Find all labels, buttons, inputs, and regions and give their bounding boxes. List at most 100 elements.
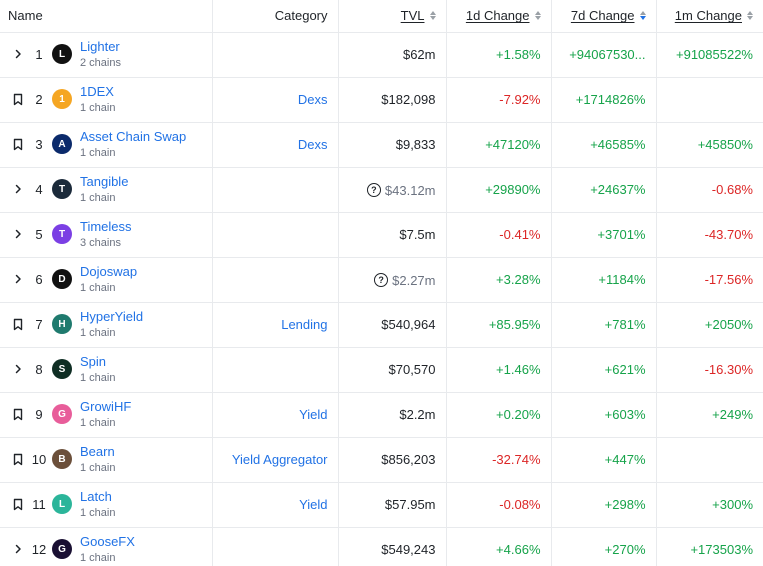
change-1d-value: -0.08% [499, 497, 541, 512]
protocol-name-link[interactable]: Lighter [80, 39, 120, 55]
change-1d-cell: +85.95% [446, 302, 552, 348]
bookmark-icon[interactable] [8, 494, 28, 514]
change-1m-value: -0.68% [711, 182, 753, 197]
rank: 5 [35, 226, 43, 242]
change-7d-value: +447% [604, 452, 646, 467]
category-cell: Lending [212, 302, 339, 348]
protocol-logo-icon: B [52, 449, 72, 470]
name-cell: 7 H HyperYield 1 chain [0, 302, 213, 348]
change-1m-cell: -17.56% [656, 257, 763, 303]
tvl-value: $62m [402, 47, 436, 62]
category-link[interactable]: Lending [281, 317, 328, 332]
table-row[interactable]: 10 B Bearn 1 chain Yield Aggregator $856,203 -… [0, 437, 763, 483]
header-7d-change[interactable]: 7d Change [551, 0, 657, 33]
tvl-cell: $7.5m [338, 212, 447, 258]
name-cell: 3 A Asset Chain Swap 1 chain [0, 122, 213, 168]
category-cell [212, 212, 339, 258]
name-cell: 5 T Timeless 3 chains [0, 212, 213, 258]
change-7d-cell: +46585% [551, 122, 657, 168]
rank: 9 [35, 406, 43, 422]
change-1d-value: +4.66% [496, 542, 541, 557]
change-1m-cell: +2050% [656, 302, 763, 348]
change-1m-cell: -16.30% [656, 347, 763, 393]
header-tvl[interactable]: TVL [338, 0, 447, 33]
protocol-name-link[interactable]: Latch [80, 489, 112, 505]
table-row[interactable]: 8 S Spin 1 chain $70,570 +1.46% +621% -16.30% [0, 347, 763, 393]
protocol-name-link[interactable]: Dojoswap [80, 264, 138, 280]
tvl-value: $540,964 [381, 317, 436, 332]
change-7d-cell: +781% [551, 302, 657, 348]
bookmark-icon[interactable] [8, 404, 28, 424]
tvl-cell: $70,570 [338, 347, 447, 393]
header-name[interactable]: Name [0, 0, 213, 33]
chevron-right-icon[interactable] [8, 44, 28, 64]
chevron-right-icon[interactable] [8, 539, 28, 559]
table-row[interactable]: 2 1 1DEX 1 chain Dexs $182,098 -7.92% +1714826% [0, 77, 763, 123]
tvl-cell: $9,833 [338, 122, 447, 168]
tvl-value: $43.12m [384, 182, 436, 198]
table-row[interactable]: 12 G GooseFX 1 chain $549,243 +4.66% +270% +173… [0, 527, 763, 566]
question-icon[interactable]: ? [366, 183, 381, 198]
change-1m-value: -17.56% [704, 272, 753, 287]
table-row[interactable]: 3 A Asset Chain Swap 1 chain Dexs $9,833 +4712… [0, 122, 763, 168]
tvl-cell: $182,098 [338, 77, 447, 123]
change-7d-value: +298% [604, 497, 646, 512]
protocol-name-link[interactable]: Timeless [80, 219, 132, 235]
category-cell: Dexs [212, 77, 339, 123]
change-1d-value: -7.92% [499, 92, 541, 107]
change-7d-value: +1184% [598, 272, 646, 287]
table-row[interactable]: 9 G GrowiHF 1 chain Yield $2.2m +0.20% +603% +24… [0, 392, 763, 438]
table-row[interactable]: 4 T Tangible 1 chain? $43.12m +29890% +24637% -… [0, 167, 763, 213]
protocol-name-link[interactable]: 1DEX [80, 84, 114, 100]
chain-count: 3 chains [80, 236, 121, 249]
category-cell: Yield [212, 392, 339, 438]
header-category[interactable]: Category [212, 0, 339, 33]
change-1d-cell: +29890% [446, 167, 552, 213]
chevron-right-icon[interactable] [8, 179, 28, 199]
chevron-right-icon[interactable] [8, 269, 28, 289]
category-link[interactable]: Dexs [297, 137, 328, 152]
bookmark-icon[interactable] [8, 314, 28, 334]
protocol-logo-icon: 1 [52, 89, 72, 110]
category-link[interactable]: Yield [299, 407, 328, 422]
bookmark-icon[interactable] [8, 89, 28, 109]
category-link[interactable]: Yield Aggregator [231, 452, 328, 467]
category-link[interactable]: Dexs [297, 92, 328, 107]
chain-count: 1 chain [80, 326, 116, 339]
protocol-logo-icon: L [52, 44, 72, 65]
bookmark-icon[interactable] [8, 134, 28, 154]
chevron-right-icon[interactable] [8, 359, 28, 379]
table-row[interactable]: 1 L Lighter 2 chains $62m +1.58% +94067530... +… [0, 32, 763, 78]
protocol-name-link[interactable]: GrowiHF [80, 399, 132, 415]
rank: 11 [32, 496, 46, 512]
protocol-name-link[interactable]: GooseFX [80, 534, 135, 550]
chevron-right-icon[interactable] [8, 224, 28, 244]
protocol-name-link[interactable]: Tangible [80, 174, 129, 190]
protocol-name-link[interactable]: Bearn [80, 444, 115, 460]
table-row[interactable]: 7 H HyperYield 1 chain Lending $540,964 +85.95… [0, 302, 763, 348]
tvl-cell: ? $43.12m [338, 167, 447, 213]
tvl-value: $856,203 [381, 452, 436, 467]
bookmark-icon[interactable] [8, 449, 28, 469]
protocol-name-link[interactable]: HyperYield [80, 309, 144, 325]
table-row[interactable]: 5 T Timeless 3 chains $7.5m -0.41% +3701% -43.7… [0, 212, 763, 258]
header-1m-change[interactable]: 1m Change [656, 0, 763, 33]
tvl-cell: $549,243 [338, 527, 447, 566]
chain-count: 1 chain [80, 146, 116, 159]
protocol-name-link[interactable]: Spin [80, 354, 107, 370]
chain-count: 1 chain [80, 281, 116, 294]
name-cell: 2 1 1DEX 1 chain [0, 77, 213, 123]
table-row[interactable]: 11 L Latch 1 chain Yield $57.95m -0.08% +298% +3… [0, 482, 763, 528]
rank: 12 [31, 541, 47, 557]
protocol-logo-icon: S [52, 359, 72, 380]
chain-count: 1 chain [80, 371, 116, 384]
table-row[interactable]: 6 D Dojoswap 1 chain? $2.27m +3.28% +1184% -17.… [0, 257, 763, 303]
category-link[interactable]: Yield [299, 497, 328, 512]
question-icon[interactable]: ? [374, 273, 389, 288]
change-1d-value: +29890% [485, 182, 541, 197]
change-1m-value: +249% [712, 407, 753, 422]
chain-count: 1 chain [80, 101, 116, 114]
protocol-name-link[interactable]: Asset Chain Swap [80, 129, 187, 145]
tvl-cell: $2.2m [338, 392, 447, 438]
header-1d-change[interactable]: 1d Change [446, 0, 552, 33]
